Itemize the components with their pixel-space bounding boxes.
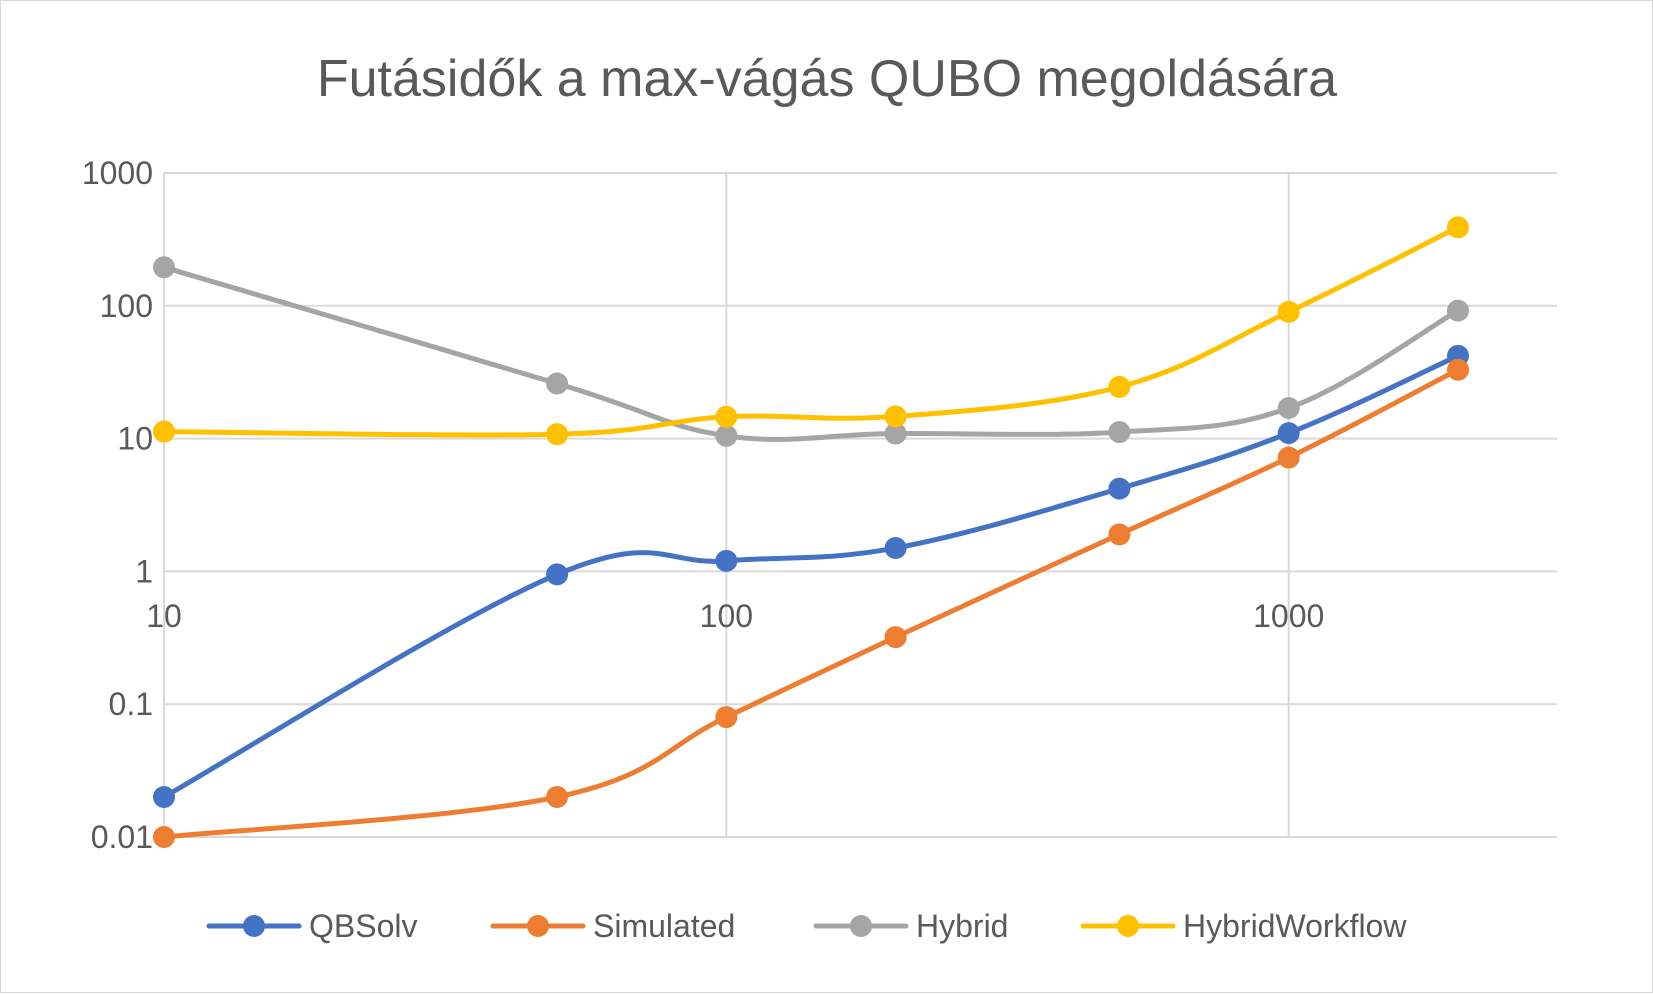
data-point-hybrid [884, 422, 907, 445]
data-point-qbsolv [1108, 477, 1131, 500]
data-point-hybrid [1446, 299, 1469, 322]
data-point-simulated [1108, 523, 1131, 546]
legend-label: Hybrid [916, 908, 1008, 944]
series-line-hybrid [161, 264, 1461, 442]
data-point-qbsolv [1277, 422, 1300, 445]
data-point-hybridworkflow [546, 423, 569, 446]
data-point-qbsolv [153, 786, 175, 809]
data-point-hybrid [153, 256, 175, 279]
legend-label: QBSolv [309, 908, 417, 944]
y-tick-label: 0.1 [109, 686, 153, 722]
data-point-hybridworkflow [153, 420, 175, 443]
legend-swatch-marker [527, 915, 549, 937]
data-point-simulated [884, 626, 907, 649]
legend-entry-hybridworkflow: HybridWorkflow [1080, 908, 1407, 944]
data-point-simulated [153, 826, 175, 848]
data-series [153, 216, 1469, 848]
axis-tick-labels: 1000 100 10 1 0.1 0.01 10 100 1000 [82, 155, 1324, 855]
data-point-hybridworkflow [1446, 216, 1469, 239]
legend-swatch-marker [243, 915, 265, 937]
legend-swatch-marker [850, 915, 872, 937]
series-line-qbsolv [161, 353, 1461, 800]
data-point-hybridworkflow [1277, 300, 1300, 323]
y-tick-label: 1 [135, 553, 153, 589]
data-point-qbsolv [884, 537, 907, 560]
data-point-hybrid [1277, 396, 1300, 419]
gridlines [163, 172, 1557, 838]
series-hybrid [153, 256, 1469, 447]
legend-label: HybridWorkflow [1183, 908, 1407, 944]
legend: QBSolv Simulated Hybrid HybridWorkflow [206, 908, 1407, 944]
y-tick-label: 0.01 [91, 819, 153, 855]
data-point-simulated [715, 706, 738, 729]
data-point-hybridworkflow [1108, 375, 1131, 398]
y-tick-label: 100 [100, 288, 153, 324]
data-point-hybridworkflow [715, 405, 738, 428]
data-point-simulated [1446, 358, 1469, 381]
y-tick-label: 10 [117, 421, 153, 457]
data-point-simulated [546, 786, 569, 809]
data-point-simulated [1277, 446, 1300, 469]
legend-entry-qbsolv: QBSolv [206, 908, 417, 944]
data-point-qbsolv [546, 563, 569, 586]
legend-label: Simulated [593, 908, 735, 944]
data-point-hybrid [546, 372, 569, 395]
data-point-hybrid [1108, 421, 1131, 444]
x-tick-label: 10 [146, 598, 182, 634]
series-line-hybridworkflow [161, 224, 1461, 438]
legend-swatch-marker [1117, 915, 1139, 937]
series-hybridworkflow [153, 216, 1469, 446]
legend-entry-hybrid: Hybrid [813, 908, 1008, 944]
data-point-hybrid [715, 424, 738, 447]
x-tick-label: 100 [700, 598, 753, 634]
y-tick-label: 1000 [82, 155, 153, 191]
chart-title: Futásidők a max-vágás QUBO megoldására [317, 50, 1337, 108]
series-simulated [153, 358, 1469, 848]
data-point-hybridworkflow [884, 405, 907, 428]
legend-entry-simulated: Simulated [490, 908, 735, 944]
x-tick-label: 1000 [1253, 598, 1324, 634]
series-qbsolv [153, 344, 1469, 809]
data-point-qbsolv [715, 549, 738, 572]
